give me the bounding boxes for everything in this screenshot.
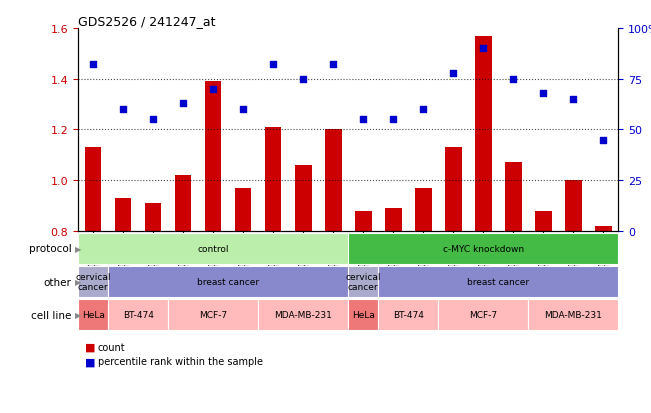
Bar — [265, 128, 281, 413]
Text: ▶: ▶ — [75, 244, 81, 253]
Point — [508, 76, 519, 83]
Text: breast cancer: breast cancer — [197, 278, 259, 286]
Bar — [378, 299, 438, 330]
Bar — [415, 188, 432, 413]
Text: BT-474: BT-474 — [123, 311, 154, 319]
Text: MCF-7: MCF-7 — [469, 311, 497, 319]
Bar — [78, 233, 348, 264]
Point — [178, 100, 188, 107]
Text: MCF-7: MCF-7 — [199, 311, 227, 319]
Text: HeLa: HeLa — [352, 311, 375, 319]
Bar — [295, 166, 312, 413]
Point — [568, 97, 579, 103]
Point — [148, 116, 158, 123]
Point — [328, 62, 339, 69]
Bar — [529, 299, 618, 330]
Text: protocol: protocol — [29, 244, 72, 254]
Bar — [115, 198, 132, 413]
Bar — [325, 130, 342, 413]
Bar — [348, 266, 378, 297]
Point — [538, 90, 549, 97]
Text: GDS2526 / 241247_at: GDS2526 / 241247_at — [78, 15, 215, 28]
Text: ▶: ▶ — [75, 278, 81, 286]
Text: other: other — [44, 277, 72, 287]
Bar — [78, 266, 108, 297]
Point — [118, 107, 128, 113]
Text: cervical
cancer: cervical cancer — [76, 272, 111, 292]
Text: count: count — [98, 342, 125, 352]
Bar — [475, 36, 492, 413]
Text: cell line: cell line — [31, 310, 72, 320]
Bar — [385, 209, 402, 413]
Bar — [85, 148, 102, 413]
Point — [448, 70, 458, 77]
Bar — [108, 266, 348, 297]
Bar — [355, 211, 372, 413]
Bar — [535, 211, 551, 413]
Bar — [78, 299, 108, 330]
Text: percentile rank within the sample: percentile rank within the sample — [98, 356, 262, 366]
Text: control: control — [197, 244, 229, 253]
Text: c-MYC knockdown: c-MYC knockdown — [443, 244, 524, 253]
Text: MDA-MB-231: MDA-MB-231 — [274, 311, 332, 319]
Bar — [205, 82, 221, 413]
Bar — [235, 188, 251, 413]
Bar — [168, 299, 258, 330]
Text: ■: ■ — [85, 342, 95, 352]
Bar — [258, 299, 348, 330]
Bar — [378, 266, 618, 297]
Bar — [108, 299, 168, 330]
Point — [418, 107, 428, 113]
Text: ■: ■ — [85, 356, 95, 366]
Text: HeLa: HeLa — [81, 311, 105, 319]
Bar — [565, 181, 582, 413]
Point — [268, 62, 279, 69]
Bar — [595, 226, 612, 413]
Point — [598, 137, 609, 144]
Bar — [175, 176, 191, 413]
Bar — [145, 204, 161, 413]
Point — [208, 86, 218, 93]
Point — [238, 107, 249, 113]
Text: breast cancer: breast cancer — [467, 278, 529, 286]
Point — [88, 62, 98, 69]
Bar — [348, 233, 618, 264]
Point — [388, 116, 398, 123]
Point — [298, 76, 309, 83]
Point — [358, 116, 368, 123]
Bar — [438, 299, 529, 330]
Point — [478, 46, 488, 52]
Text: MDA-MB-231: MDA-MB-231 — [544, 311, 602, 319]
Text: BT-474: BT-474 — [393, 311, 424, 319]
Bar — [348, 299, 378, 330]
Bar — [445, 148, 462, 413]
Bar — [505, 163, 521, 413]
Text: cervical
cancer: cervical cancer — [346, 272, 381, 292]
Text: ▶: ▶ — [75, 311, 81, 319]
